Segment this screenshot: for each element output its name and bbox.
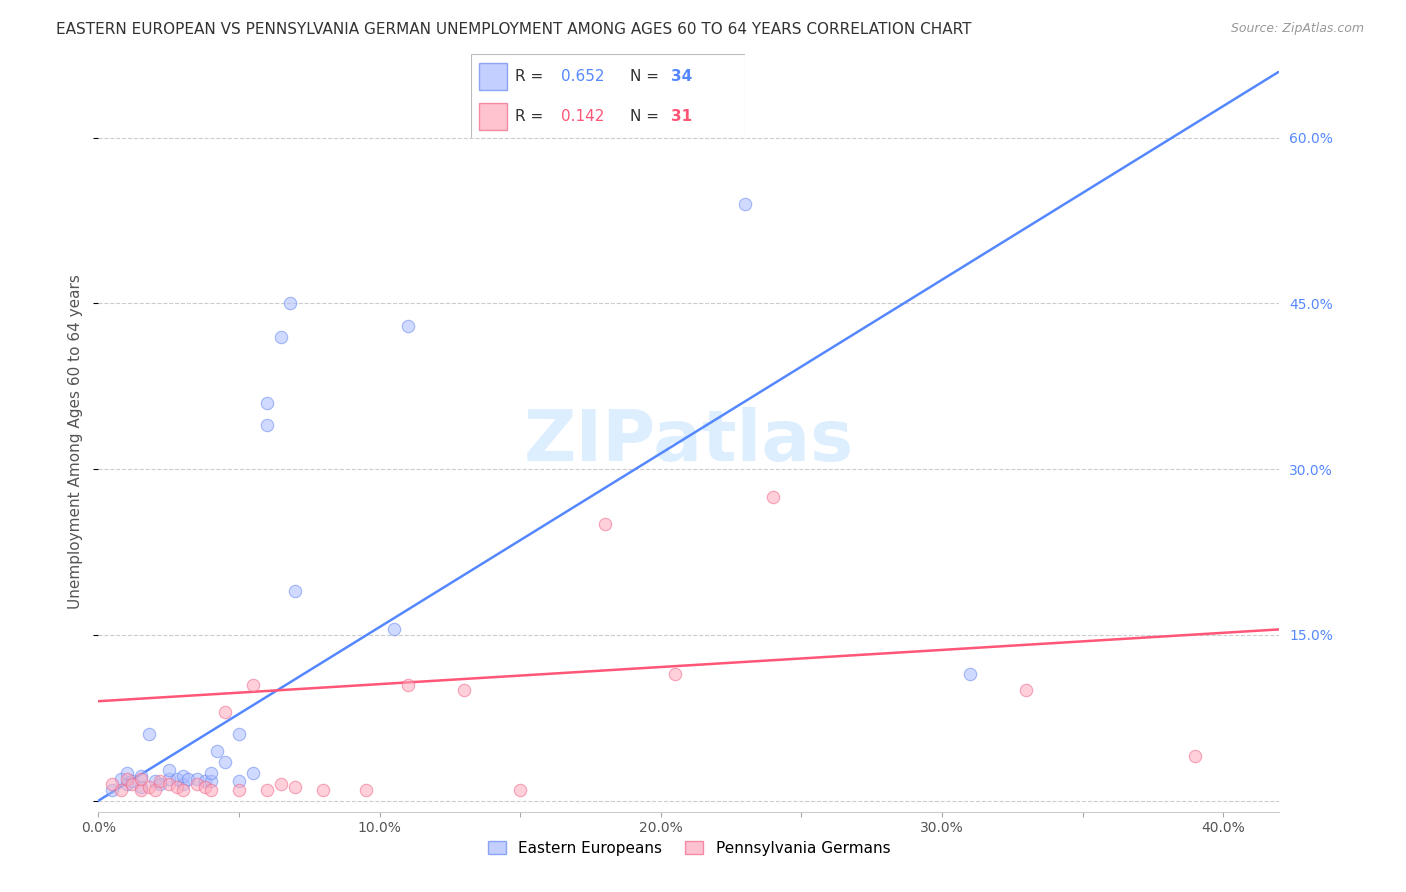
- Point: [228, 727, 250, 741]
- Point: [149, 773, 172, 788]
- Point: [110, 782, 132, 797]
- Point: [194, 773, 217, 788]
- Text: 31: 31: [671, 109, 692, 124]
- Point: [509, 782, 531, 797]
- Point: [129, 780, 152, 795]
- Text: N =: N =: [630, 109, 664, 124]
- Point: [101, 782, 124, 797]
- Point: [256, 782, 278, 797]
- Point: [256, 396, 278, 410]
- Point: [157, 777, 180, 791]
- Text: 34: 34: [671, 69, 692, 84]
- Point: [121, 777, 143, 791]
- Bar: [479, 103, 506, 130]
- Point: [396, 318, 419, 333]
- Point: [115, 777, 138, 791]
- Point: [129, 772, 152, 786]
- Text: 0.142: 0.142: [561, 109, 605, 124]
- Point: [172, 769, 194, 783]
- Text: R =: R =: [515, 69, 548, 84]
- Point: [270, 329, 292, 343]
- Point: [734, 197, 756, 211]
- Point: [278, 296, 301, 310]
- Point: [284, 780, 307, 795]
- Point: [143, 773, 166, 788]
- Point: [149, 777, 172, 791]
- Point: [110, 772, 132, 786]
- Point: [256, 417, 278, 432]
- Point: [138, 727, 160, 741]
- Legend: Eastern Europeans, Pennsylvania Germans: Eastern Europeans, Pennsylvania Germans: [488, 841, 890, 856]
- Point: [205, 744, 228, 758]
- Point: [664, 666, 686, 681]
- Text: EASTERN EUROPEAN VS PENNSYLVANIA GERMAN UNEMPLOYMENT AMONG AGES 60 TO 64 YEARS C: EASTERN EUROPEAN VS PENNSYLVANIA GERMAN …: [56, 22, 972, 37]
- Text: R =: R =: [515, 109, 548, 124]
- Point: [166, 772, 188, 786]
- FancyBboxPatch shape: [471, 54, 745, 138]
- Point: [214, 755, 236, 769]
- Point: [129, 769, 152, 783]
- Point: [115, 766, 138, 780]
- Point: [959, 666, 981, 681]
- Point: [762, 490, 785, 504]
- Text: N =: N =: [630, 69, 664, 84]
- Y-axis label: Unemployment Among Ages 60 to 64 years: Unemployment Among Ages 60 to 64 years: [67, 274, 83, 609]
- Point: [453, 683, 475, 698]
- Point: [228, 782, 250, 797]
- Point: [186, 777, 208, 791]
- Point: [200, 766, 222, 780]
- Point: [121, 773, 143, 788]
- Point: [354, 782, 377, 797]
- Point: [166, 780, 188, 795]
- Point: [194, 780, 217, 795]
- Point: [312, 782, 335, 797]
- Point: [172, 777, 194, 791]
- Point: [1184, 749, 1206, 764]
- Point: [284, 583, 307, 598]
- Point: [157, 763, 180, 777]
- Point: [200, 773, 222, 788]
- Point: [138, 780, 160, 795]
- Point: [157, 772, 180, 786]
- Point: [270, 777, 292, 791]
- Point: [115, 772, 138, 786]
- Point: [228, 773, 250, 788]
- Text: ZIPatlas: ZIPatlas: [524, 407, 853, 476]
- Point: [242, 766, 264, 780]
- Point: [101, 777, 124, 791]
- Point: [186, 772, 208, 786]
- Point: [129, 782, 152, 797]
- Point: [382, 623, 405, 637]
- Bar: [479, 62, 506, 90]
- Point: [242, 678, 264, 692]
- Point: [214, 706, 236, 720]
- Point: [177, 772, 200, 786]
- Point: [200, 782, 222, 797]
- Point: [143, 782, 166, 797]
- Text: Source: ZipAtlas.com: Source: ZipAtlas.com: [1230, 22, 1364, 36]
- Point: [1015, 683, 1038, 698]
- Point: [593, 517, 616, 532]
- Point: [396, 678, 419, 692]
- Text: 0.652: 0.652: [561, 69, 605, 84]
- Point: [172, 782, 194, 797]
